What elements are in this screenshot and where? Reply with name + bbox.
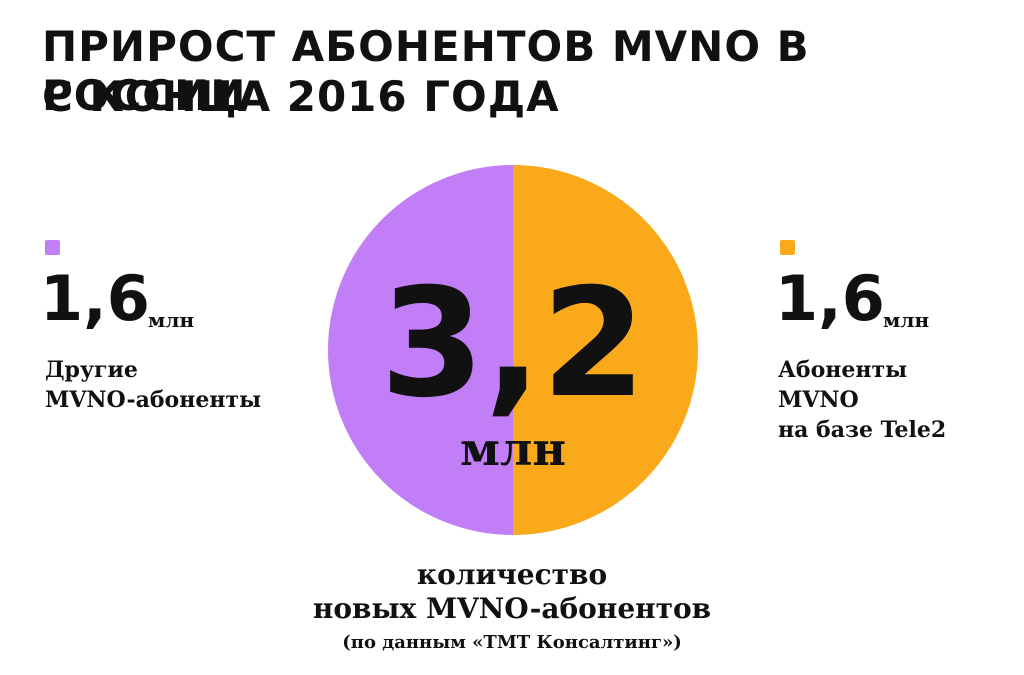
caption: новых MVNO-абонентов [312,592,712,625]
caption: (по данным «ТМТ Консалтинг») [342,632,682,653]
value-label: 1,6 [775,262,885,335]
unit-label: млн [883,308,930,332]
legend-label: Абоненты MVNO на базе Tele2 [778,357,947,443]
legend-swatch [780,240,795,255]
pie-slice [513,165,698,535]
unit-label: млн [148,308,195,332]
caption: количество [416,558,608,591]
total-unit: млн [460,422,566,476]
legend-swatch [45,240,60,255]
value-label: 1,6 [40,262,150,335]
title-line: ПРИРОСТ АБОНЕНТОВ MVNO В РОССИИ [42,22,810,120]
total-label: 3,2 [380,257,646,431]
legend-label: Другие MVNO-абоненты [45,357,262,413]
pie-slice [328,165,513,535]
title-line: С КОНЦА 2016 ГОДА [42,72,560,121]
